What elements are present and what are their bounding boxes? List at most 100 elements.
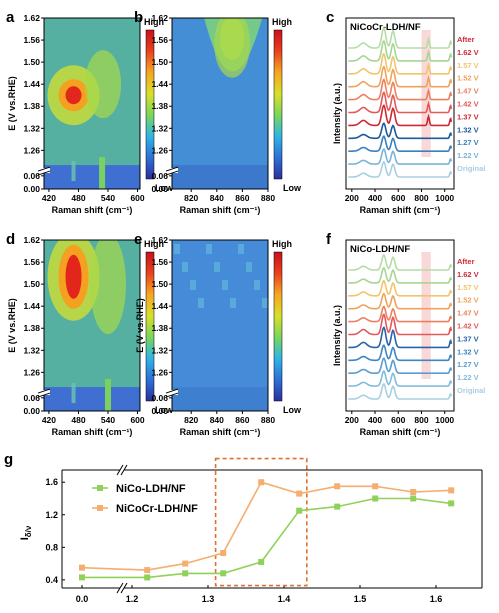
data-point (220, 570, 227, 577)
data-point (296, 490, 303, 497)
colorbar (273, 29, 283, 180)
legend-label: NiCoCr-LDH/NF (116, 503, 198, 515)
x-tick-label: 200 (345, 193, 359, 203)
spectrum-line (348, 305, 453, 323)
axis-break-gap (38, 168, 50, 174)
y-axis-label-sub: δ/ν (24, 525, 33, 537)
data-point (372, 483, 379, 490)
data-point (448, 487, 455, 494)
y-tick-label: 1.62 (23, 13, 40, 23)
x-tick-label: 420 (42, 415, 56, 425)
axis-break-mark (37, 166, 51, 172)
x-axis-label: Raman shift (cm⁻¹) (360, 427, 441, 437)
spectrum-line (348, 325, 453, 349)
heatmap-noise (262, 298, 268, 308)
heatmap-noise (190, 280, 196, 290)
y-tick-label: 0.00 (23, 406, 40, 416)
heatmap-hotspot (214, 18, 251, 78)
panel-f: NiCo-LDH/NF f After 1.62 V 1.57 V 1.52 V 1.47 … (326, 231, 485, 437)
x-tick-label: 600 (130, 193, 144, 203)
y-tick-label: 1.44 (151, 79, 168, 89)
panel-letter: b (134, 9, 143, 26)
data-point (258, 558, 265, 565)
axis-frame (43, 239, 141, 412)
y-axis-label: E (V vs.RHE) (7, 76, 17, 131)
x-tick-label: 800 (414, 193, 428, 203)
spectrum-line (348, 122, 453, 140)
y-tick-label: 1.26 (151, 367, 168, 377)
y-tick-label: 1.44 (23, 79, 40, 89)
spectrum-line (348, 382, 453, 400)
y-tick-label: 1.26 (23, 145, 40, 155)
x-tick-label: 200 (345, 415, 359, 425)
panel-letter: a (6, 9, 15, 26)
highlight-region (421, 30, 431, 157)
panel-letter: e (134, 231, 142, 248)
x-tick-label: 480 (71, 193, 85, 203)
spectrum-line (348, 147, 453, 165)
y-tick-label: 0.8 (45, 542, 58, 552)
y-tick-label: 1.38 (151, 101, 168, 111)
heatmap-stripe (71, 383, 76, 404)
series-label: 1.27 V (457, 138, 479, 147)
heatmap-field (172, 18, 268, 189)
series-label: 1.52 V (457, 296, 479, 305)
x-tick-label: 0.0 (76, 594, 89, 604)
colorbar-high-label: High (272, 239, 292, 249)
y-tick-label: 1.62 (151, 13, 168, 23)
colorbar-low-label: Low (155, 183, 174, 193)
y-tick-label: 1.26 (23, 367, 40, 377)
colorbar (145, 251, 155, 402)
y-tick-label: 0.00 (23, 184, 40, 194)
axis-break-icon (116, 582, 128, 594)
heatmap-band (172, 240, 268, 388)
panel-letter: d (6, 231, 15, 248)
panel-letter: g (4, 451, 13, 468)
series-label: 1.42 V (457, 100, 479, 109)
x-tick-label: 840 (210, 415, 224, 425)
data-point (144, 574, 151, 581)
heatmap-noise (246, 262, 252, 272)
y-axis-label: Intensity (a.u.) (332, 83, 342, 144)
y-tick-label: 1.38 (23, 101, 40, 111)
y-tick-label: 0.4 (45, 575, 58, 585)
y-tick-label: 1.44 (151, 301, 168, 311)
y-axis-label: E (V vs.RHE) (135, 298, 145, 353)
axis-break-mark (37, 392, 51, 398)
series-label: After (457, 257, 475, 266)
y-tick-label: 1.38 (151, 323, 168, 333)
axis-break-icon (165, 166, 179, 176)
y-tick-label: 1.50 (151, 57, 168, 67)
y-tick-label: 1.6 (45, 477, 58, 487)
axis-break-mark (116, 464, 124, 476)
y-axis-label: Iδ/ν (19, 525, 33, 540)
data-point (79, 574, 85, 581)
axis-break-mark (165, 392, 179, 398)
y-tick-label: 0.06 (151, 393, 168, 403)
spectrum-line (348, 344, 453, 362)
heatmap-noise (254, 280, 260, 290)
panel-letter: c (326, 9, 334, 26)
x-tick-label: 1.6 (430, 594, 443, 604)
series-label: 1.62 V (457, 48, 479, 57)
spectrum-line (348, 313, 453, 336)
panel-title: NiCoCr-LDH/NF (350, 22, 421, 33)
x-tick-label: 1.4 (278, 594, 291, 604)
data-point (296, 507, 303, 514)
data-point (372, 495, 379, 502)
colorbar-low-label: Low (283, 405, 302, 415)
colorbar-low-label: Low (283, 183, 302, 193)
x-tick-label: 860 (235, 415, 249, 425)
panel-title: NiCo-LDH/NF (350, 244, 410, 255)
series-label: 1.37 V (457, 334, 479, 343)
heatmap-field (172, 240, 268, 411)
heatmap-hotspot (90, 240, 126, 335)
series-label: After (457, 35, 475, 44)
highlight-region (421, 252, 431, 379)
colorbar-high-label: High (144, 239, 164, 249)
heatmap-noise (222, 280, 228, 290)
colorbar-low-label: Low (155, 405, 174, 415)
y-tick-label: 0.06 (23, 171, 40, 181)
axis-break-mark (165, 170, 179, 176)
